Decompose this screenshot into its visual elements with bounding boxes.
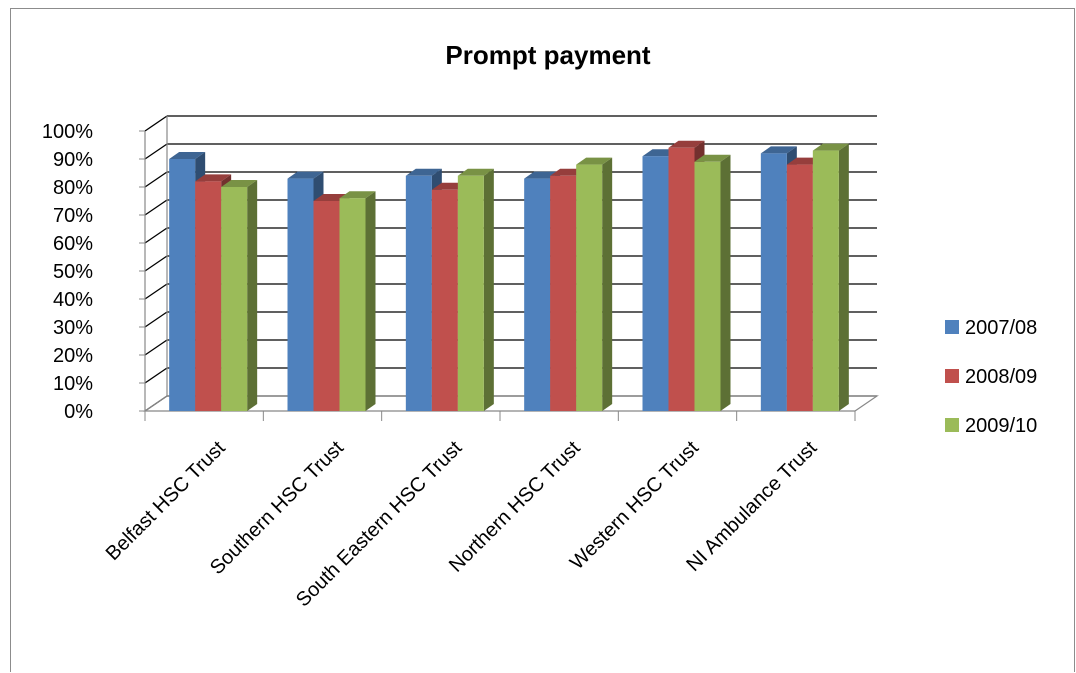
bar-front bbox=[457, 175, 484, 411]
bar-front bbox=[812, 150, 839, 411]
gridline-side bbox=[144, 199, 168, 216]
bar bbox=[221, 180, 258, 411]
y-tick-label: 90% bbox=[53, 149, 93, 171]
gridline-side bbox=[144, 143, 168, 160]
bar-top bbox=[668, 140, 705, 148]
bar-top bbox=[287, 171, 324, 179]
bar-top bbox=[576, 157, 613, 165]
bar bbox=[457, 168, 494, 411]
bar-side bbox=[602, 157, 613, 411]
legend-item: 2007/08 bbox=[945, 317, 1037, 343]
bar-side bbox=[247, 180, 258, 411]
gridline-side bbox=[144, 367, 168, 384]
bar-front bbox=[195, 181, 222, 411]
y-tick-label: 50% bbox=[53, 261, 93, 283]
bar-front bbox=[313, 201, 340, 411]
gridline-side bbox=[144, 115, 168, 132]
y-tick-label: 80% bbox=[53, 177, 93, 199]
bar-top bbox=[812, 143, 849, 151]
bar-top bbox=[694, 154, 731, 162]
y-tick-label: 40% bbox=[53, 289, 93, 311]
legend-label: 2008/09 bbox=[965, 366, 1038, 388]
bar-side bbox=[838, 143, 849, 411]
legend-label: 2007/08 bbox=[965, 317, 1038, 339]
y-tick-label: 30% bbox=[53, 317, 93, 339]
gridline-side bbox=[144, 171, 168, 188]
bar-side bbox=[365, 191, 376, 411]
bar-top bbox=[457, 168, 494, 176]
gridline-side bbox=[144, 283, 168, 300]
bar-front bbox=[642, 156, 669, 411]
y-tick-label: 100% bbox=[42, 121, 93, 143]
bar-front bbox=[339, 198, 366, 411]
x-tick-label: Western HSC Trust bbox=[566, 437, 703, 574]
x-tick-label: Northern HSC Trust bbox=[445, 437, 585, 577]
bar-front bbox=[576, 164, 603, 411]
bar-front bbox=[786, 164, 813, 411]
bar-top bbox=[195, 174, 232, 182]
bar-front bbox=[287, 178, 314, 411]
x-tick-label: Belfast HSC Trust bbox=[102, 437, 230, 565]
bar bbox=[694, 154, 731, 412]
x-tick-label: Southern HSC Trust bbox=[206, 437, 348, 579]
bar-front bbox=[431, 189, 458, 411]
axes bbox=[139, 116, 879, 421]
gridline-side bbox=[144, 227, 168, 244]
bar-front bbox=[668, 147, 695, 412]
bar-front bbox=[221, 187, 248, 411]
y-tick-label: 10% bbox=[53, 373, 93, 395]
bars bbox=[169, 140, 849, 412]
y-tick-label: 0% bbox=[64, 401, 93, 423]
bar-top bbox=[339, 191, 376, 199]
bar bbox=[812, 143, 849, 411]
bar-front bbox=[550, 175, 577, 411]
bar-top bbox=[221, 180, 258, 187]
bar-top bbox=[169, 152, 206, 159]
legend-label: 2009/10 bbox=[965, 415, 1038, 437]
x-tick-label: NI Ambulance Trust bbox=[682, 437, 821, 576]
bar-side bbox=[720, 154, 731, 412]
chart-title: Prompt payment bbox=[445, 40, 651, 70]
y-tick-label: 70% bbox=[53, 205, 93, 227]
bar-top bbox=[760, 146, 797, 154]
bar-front bbox=[760, 153, 787, 411]
bar-front bbox=[694, 161, 721, 411]
legend-item: 2009/10 bbox=[945, 415, 1037, 441]
legend-item: 2008/09 bbox=[945, 366, 1037, 392]
y-tick-label: 20% bbox=[53, 345, 93, 367]
bar-side bbox=[483, 168, 494, 411]
legend-swatch bbox=[945, 319, 959, 334]
gridline-side bbox=[144, 311, 168, 328]
gridline-side bbox=[144, 339, 168, 356]
bar-front bbox=[405, 175, 432, 411]
y-tick-label: 60% bbox=[53, 233, 93, 255]
chart-frame bbox=[10, 8, 1075, 672]
bar-front bbox=[169, 159, 196, 411]
legend-swatch bbox=[945, 417, 959, 432]
bar-front bbox=[524, 178, 551, 411]
bar-top bbox=[405, 168, 442, 176]
bar bbox=[576, 157, 613, 411]
gridline-side bbox=[144, 255, 168, 272]
legend-swatch bbox=[945, 368, 959, 383]
bar bbox=[339, 191, 376, 411]
